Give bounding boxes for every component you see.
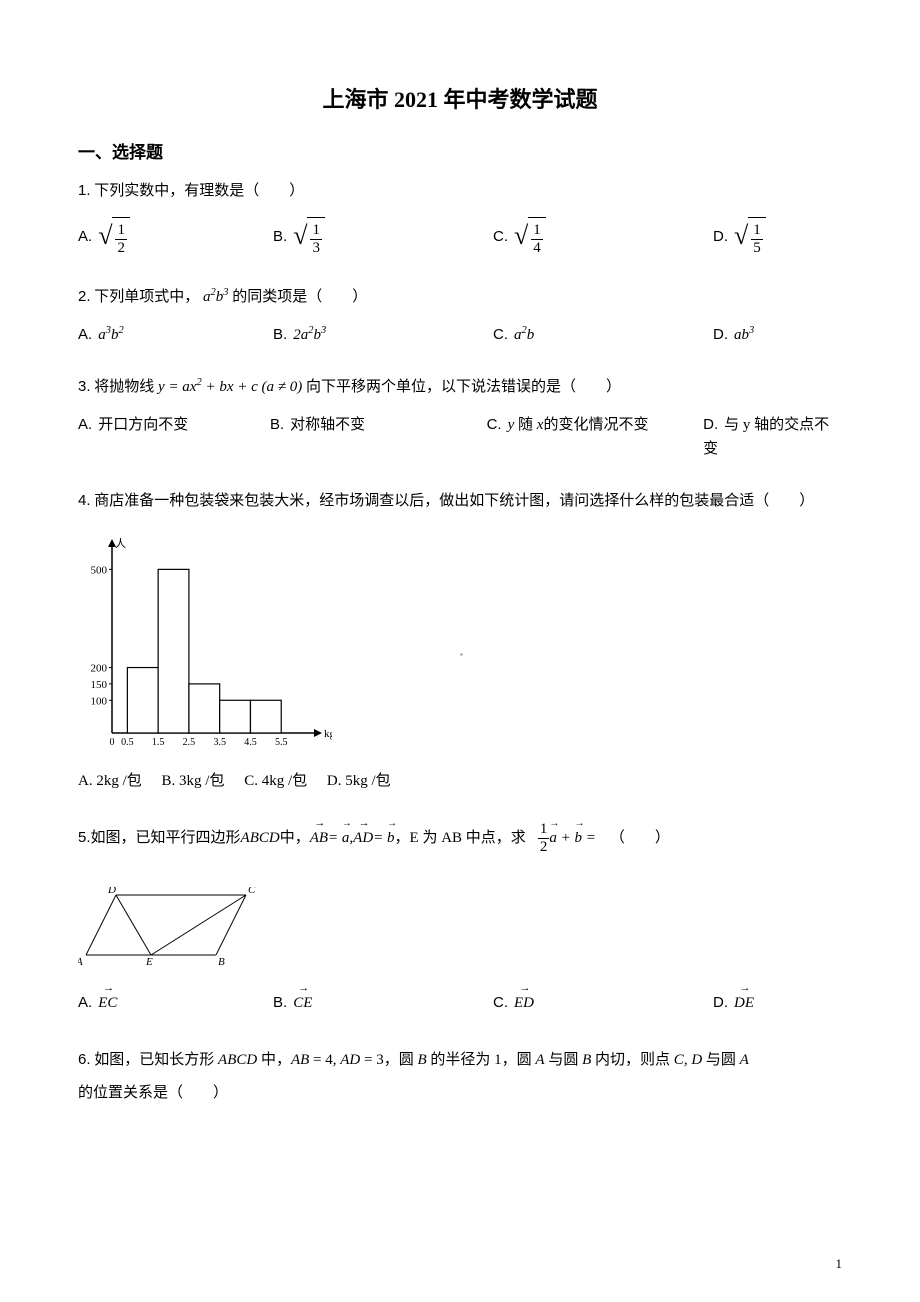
svg-text:2.5: 2.5 (183, 737, 196, 748)
q4-option-c: C. 4kg /包 (244, 773, 307, 789)
q5-num: 5. (78, 826, 91, 850)
q5-option-b: B.→CE (273, 991, 493, 1015)
svg-text:C: C (248, 887, 256, 896)
svg-text:4.5: 4.5 (244, 737, 257, 748)
svg-text:kg/包: kg/包 (324, 727, 332, 740)
svg-text:A: A (78, 956, 83, 968)
svg-text:D: D (107, 887, 116, 896)
q3-num: 3. (78, 378, 91, 395)
question-4: 4. 商店准备一种包装袋来包装大米，经市场调查以后，做出如下统计图，请问选择什么… (78, 489, 842, 793)
q2-option-b: B.2a2b3 (273, 323, 493, 347)
svg-text:B: B (218, 956, 225, 968)
question-6: 6. 如图，已知长方形 ABCD 中，AB = 4, AD = 3，圆 B 的半… (78, 1043, 842, 1110)
svg-text:人: 人 (115, 537, 126, 550)
center-marker: ▪ (460, 650, 463, 659)
q3-option-c: C.y 随 x的变化情况不变 (487, 413, 704, 461)
q4-option-a: A. 2kg /包 (78, 773, 142, 789)
question-1: 1. 下列实数中，有理数是（ ） A. √12 B. √13 C. √14 D.… (78, 179, 842, 257)
svg-text:500: 500 (91, 564, 108, 576)
vec-ad: →AD (353, 826, 373, 850)
q5-parallelogram: A B C D E (78, 887, 258, 973)
question-5: 5. 如图，已知平行四边形 ABCD 中， →AB = →a, →AD = →b… (78, 821, 842, 1015)
svg-text:200: 200 (91, 663, 108, 675)
svg-text:E: E (145, 956, 153, 968)
q2-stem-post: 的同类项是（ ） (232, 289, 367, 305)
q2-num: 2. (78, 288, 91, 305)
svg-text:1.5: 1.5 (152, 737, 165, 748)
q3-option-a: A.开口方向不变 (78, 413, 270, 461)
q1-option-a: A. √12 (78, 217, 273, 257)
q6-num: 6. (78, 1051, 91, 1068)
question-3: 3. 将抛物线 y = ax2 + bx + c (a ≠ 0) 向下平移两个单… (78, 375, 842, 461)
page-number: 1 (836, 1256, 843, 1272)
page-title: 上海市 2021 年中考数学试题 (78, 82, 842, 114)
svg-text:150: 150 (91, 679, 108, 691)
svg-text:3.5: 3.5 (213, 737, 226, 748)
q2-option-a: A.a3b2 (78, 323, 273, 347)
svg-text:0: 0 (110, 737, 115, 748)
q5-p1: 如图，已知平行四边形 (91, 826, 241, 850)
q5-option-c: C.→ED (493, 991, 713, 1015)
svg-text:5.5: 5.5 (275, 737, 288, 748)
q6-stem2: 的位置关系是（ ） (78, 1085, 228, 1101)
svg-text:100: 100 (91, 695, 108, 707)
q5-option-a: A.→EC (78, 991, 273, 1015)
question-2: 2. 下列单项式中， a2b3 的同类项是（ ） A.a3b2 B.2a2b3 … (78, 285, 842, 347)
q1-num: 1. (78, 182, 91, 199)
q2-option-c: C.a2b (493, 323, 713, 347)
svg-text:0.5: 0.5 (121, 737, 134, 748)
q4-option-d: D. 5kg /包 (327, 773, 391, 789)
q1-option-b: B. √13 (273, 217, 493, 257)
q1-option-d: D. √15 (713, 217, 842, 257)
q4-options: A. 2kg /包 B. 3kg /包 C. 4kg /包 D. 5kg /包 (78, 769, 842, 793)
q3-option-d: D.与 y 轴的交点不变 (703, 413, 842, 461)
q4-stem: 商店准备一种包装袋来包装大米，经市场调查以后，做出如下统计图，请问选择什么样的包… (94, 493, 814, 509)
q5-option-d: D.→DE (713, 991, 842, 1015)
q1-option-c: C. √14 (493, 217, 713, 257)
q1-stem: 下列实数中，有理数是（ ） (94, 183, 304, 199)
vec-ab: →AB (310, 826, 328, 850)
q3-stem-pre: 将抛物线 (94, 379, 158, 395)
section-header-1: 一、选择题 (78, 138, 842, 163)
q2-option-d: D.ab3 (713, 323, 842, 347)
q4-num: 4. (78, 492, 91, 509)
q3-stem-post: 向下平移两个单位，以下说法错误的是（ ） (306, 379, 621, 395)
q4-option-b: B. 3kg /包 (162, 773, 225, 789)
q2-expr: a2b3 (203, 289, 229, 305)
q6-stem: 如图，已知长方形 ABCD 中，AB = 4, AD = 3，圆 B 的半径为 … (94, 1052, 749, 1068)
q3-option-b: B.对称轴不变 (270, 413, 487, 461)
q5-abcd: ABCD (241, 826, 280, 850)
q3-expr: y = ax2 + bx + c (a ≠ 0) (158, 379, 302, 395)
q2-stem-pre: 下列单项式中， (94, 289, 199, 305)
q4-histogram: 100 150 200 500 0 0.5 1.5 2.5 3.5 4.5 5.5 人 kg/包 (82, 533, 332, 753)
